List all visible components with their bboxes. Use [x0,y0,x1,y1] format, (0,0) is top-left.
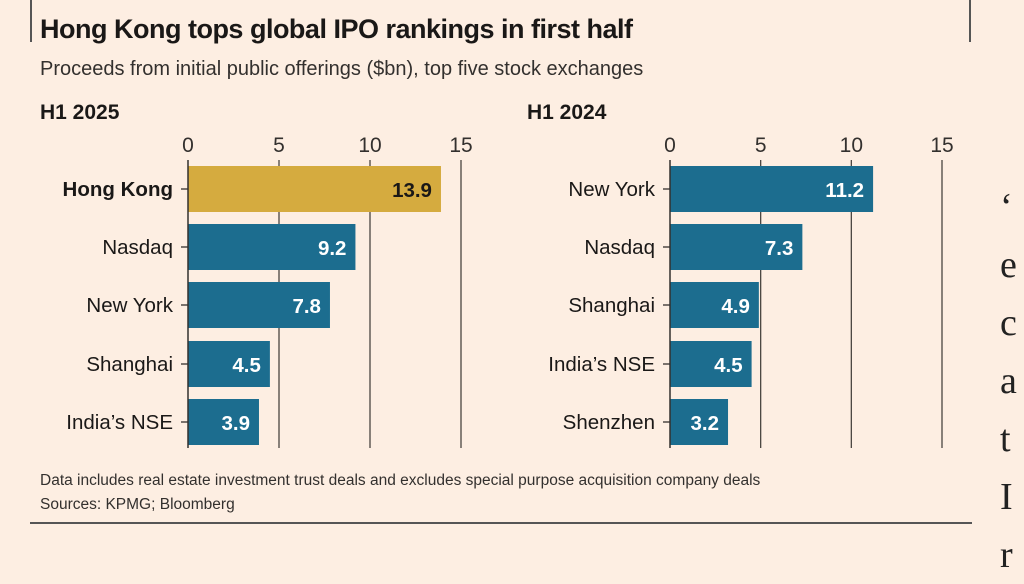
panel-title-h1-2025: H1 2025 [40,101,120,124]
edge-fragment: e [1000,244,1017,286]
category-label: Nasdaq [584,236,655,259]
category-label: Shanghai [86,353,173,376]
data-label: 13.9 [392,179,432,202]
bar [670,341,752,387]
data-label: 11.2 [825,179,864,202]
bar-charts: 0 5 10 15 Hong Kong 13.9 Nasdaq 9.2 New York 7.8 S… [63,134,954,448]
category-label: India’s NSE [66,411,173,434]
chart-title: Hong Kong tops global IPO rankings in fi… [40,14,633,44]
category-label: New York [568,178,655,201]
source-note: Sources: KPMG; Bloomberg [40,496,235,513]
data-label: 4.9 [721,295,750,318]
edge-fragment: t [1000,418,1011,460]
category-label: Hong Kong [63,178,173,201]
x-tick-label: 15 [930,134,953,157]
bar [188,399,259,445]
data-label: 4.5 [232,354,261,377]
bar [188,341,270,387]
category-label: India’s NSE [548,353,655,376]
edge-fragment: ‘ [1000,186,1013,228]
bar [670,166,874,212]
bar [188,166,441,212]
category-label: Shanghai [568,294,655,317]
data-label: 9.2 [318,237,347,260]
category-label: Nasdaq [102,236,173,259]
x-tick-label: 15 [449,134,472,157]
x-tick-label: 5 [755,134,767,157]
chart-subtitle: Proceeds from initial public offerings (… [40,58,644,80]
frame-right-rule [969,0,971,42]
data-label: 7.3 [765,237,794,260]
bar [670,224,803,270]
bar [670,282,759,328]
edge-fragment: I [1000,476,1013,518]
category-label: New York [86,294,173,317]
edge-fragment: r [1000,534,1013,576]
category-label: Shenzhen [563,411,655,434]
footnote: Data includes real estate investment tru… [40,472,761,489]
data-label: 3.2 [691,412,720,435]
bottom-rule [30,522,972,524]
data-label: 4.5 [714,354,743,377]
x-tick-label: 5 [273,134,285,157]
edge-fragment: c [1000,302,1017,344]
panel-title-h1-2024: H1 2024 [527,101,607,124]
data-label: 3.9 [221,412,250,435]
bar [188,224,356,270]
frame-left-rule [30,0,32,42]
x-tick-label: 0 [182,134,194,157]
bar [670,399,729,445]
x-tick-label: 10 [358,134,381,157]
data-label: 7.8 [292,295,321,318]
edge-fragment: a [1000,360,1017,402]
x-tick-label: 10 [840,134,863,157]
bar [188,282,330,328]
x-tick-label: 0 [664,134,676,157]
